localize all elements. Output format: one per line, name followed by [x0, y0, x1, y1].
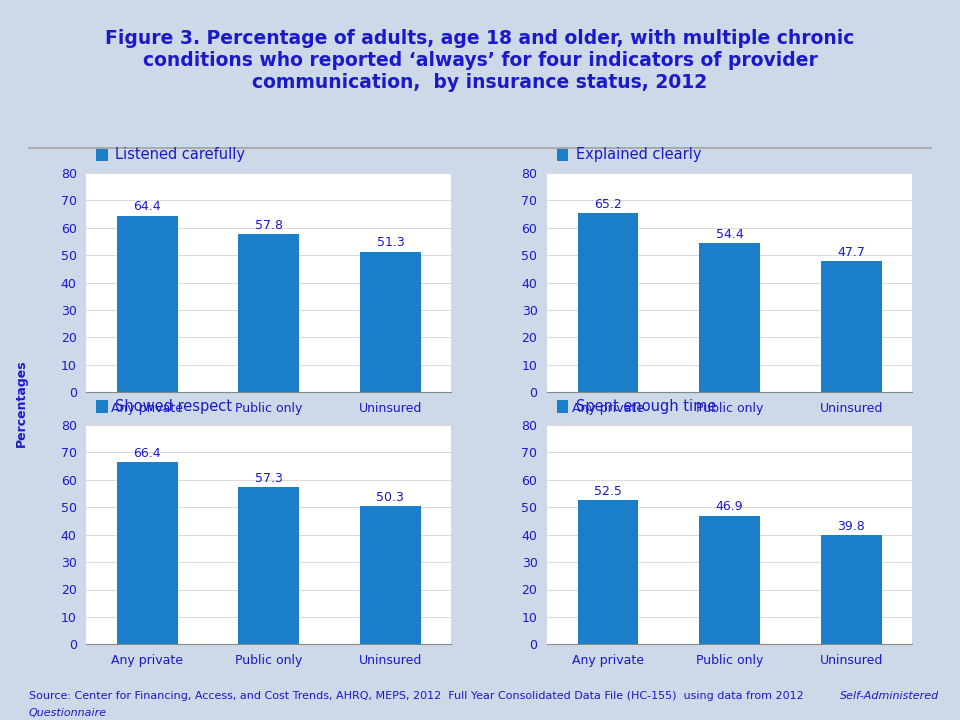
- Text: 39.8: 39.8: [837, 520, 865, 533]
- Text: 66.4: 66.4: [133, 447, 161, 460]
- Text: Questionnaire: Questionnaire: [29, 708, 107, 718]
- Bar: [238, 487, 300, 644]
- Bar: [699, 516, 760, 644]
- Text: 57.3: 57.3: [254, 472, 283, 485]
- Text: Source: Center for Financing, Access, and Cost Trends, AHRQ, MEPS, 2012  Full Ye: Source: Center for Financing, Access, an…: [29, 691, 807, 701]
- Text: 54.4: 54.4: [716, 228, 743, 241]
- Text: 64.4: 64.4: [133, 200, 161, 213]
- Text: Self-Administered: Self-Administered: [840, 691, 939, 701]
- Bar: [238, 234, 300, 392]
- Text: 50.3: 50.3: [376, 491, 404, 504]
- Bar: [360, 506, 420, 644]
- Bar: [821, 535, 881, 644]
- Text: 52.5: 52.5: [594, 485, 622, 498]
- Text: 57.8: 57.8: [254, 219, 283, 232]
- Text: 46.9: 46.9: [716, 500, 743, 513]
- Text: Percentages: Percentages: [14, 359, 28, 447]
- Text: Showed respect: Showed respect: [115, 399, 232, 413]
- Text: Explained clearly: Explained clearly: [576, 147, 702, 161]
- Text: Listened carefully: Listened carefully: [115, 147, 245, 161]
- Text: 47.7: 47.7: [837, 246, 865, 259]
- Bar: [578, 500, 638, 644]
- Bar: [360, 251, 420, 392]
- Bar: [578, 213, 638, 392]
- Bar: [821, 261, 881, 392]
- Text: 65.2: 65.2: [594, 198, 622, 211]
- Bar: [117, 462, 178, 644]
- Bar: [699, 243, 760, 392]
- Text: Figure 3. Percentage of adults, age 18 and older, with multiple chronic
conditio: Figure 3. Percentage of adults, age 18 a…: [106, 29, 854, 92]
- Text: 51.3: 51.3: [376, 236, 404, 249]
- Bar: [117, 215, 178, 392]
- Text: Spent enough time: Spent enough time: [576, 399, 716, 413]
